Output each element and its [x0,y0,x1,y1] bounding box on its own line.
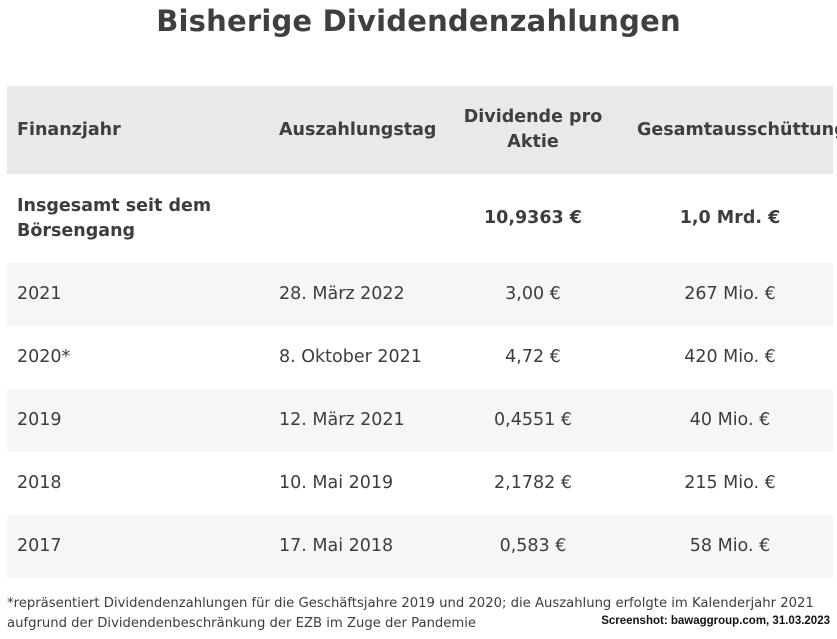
cell-payout: 267 Mio. € [684,284,776,304]
cell-year: 2021 [17,284,62,304]
cell-year: 2019 [17,410,62,430]
table-header-row: Finanzjahr Auszahlungstag Dividende pro … [7,86,837,174]
total-payout: 1,0 Mrd. € [679,208,781,228]
cell-dividend: 0,4551 € [494,410,572,430]
cell-date: 28. März 2022 [279,284,405,304]
table-row: 2021 28. März 2022 3,00 € 267 Mio. € [7,263,833,326]
cell-dividend: 4,72 € [505,347,561,367]
cell-payout: 420 Mio. € [684,347,776,367]
table-row: 2017 17. Mai 2018 0,583 € 58 Mio. € [7,515,833,578]
total-row: Insgesamt seit dem Börsengang 10,9363 € … [7,174,833,263]
footnote: *repräsentiert Dividendenzahlungen für d… [7,596,814,631]
cell-date: 8. Oktober 2021 [279,347,422,367]
table-row: 2020* 8. Oktober 2021 4,72 € 420 Mio. € [7,326,833,389]
cell-payout: 215 Mio. € [684,473,776,493]
table-row: 2018 10. Mai 2019 2,1782 € 215 Mio. € [7,452,833,515]
cell-date: 12. März 2021 [279,410,405,430]
cell-year: 2017 [17,536,62,556]
cell-year: 2018 [17,473,62,493]
total-dividend: 10,9363 € [484,208,582,228]
dividend-table: Finanzjahr Auszahlungstag Dividende pro … [7,86,837,578]
cell-payout: 40 Mio. € [689,410,771,430]
page-title: Bisherige Dividendenzahlungen [156,4,681,38]
cell-dividend: 3,00 € [505,284,561,304]
table-row: 2019 12. März 2021 0,4551 € 40 Mio. € [7,389,833,452]
header-finanzjahr: Finanzjahr [17,119,121,140]
header-gesamtausschuettung: Gesamtausschüttung [637,119,837,140]
cell-date: 17. Mai 2018 [279,536,394,556]
cell-dividend: 0,583 € [499,536,567,556]
cell-payout: 58 Mio. € [689,536,771,556]
header-auszahlungstag: Auszahlungstag [279,119,437,140]
total-label: Insgesamt seit dem Börsengang [17,195,212,241]
cell-dividend: 2,1782 € [494,473,572,493]
total-date [269,174,439,263]
cell-year: 2020* [17,347,71,367]
screenshot-credit: Screenshot: bawaggroup.com, 31.03.2023 [597,615,830,627]
cell-date: 10. Mai 2019 [279,473,394,493]
header-dividende: Dividende pro Aktie [463,107,603,152]
